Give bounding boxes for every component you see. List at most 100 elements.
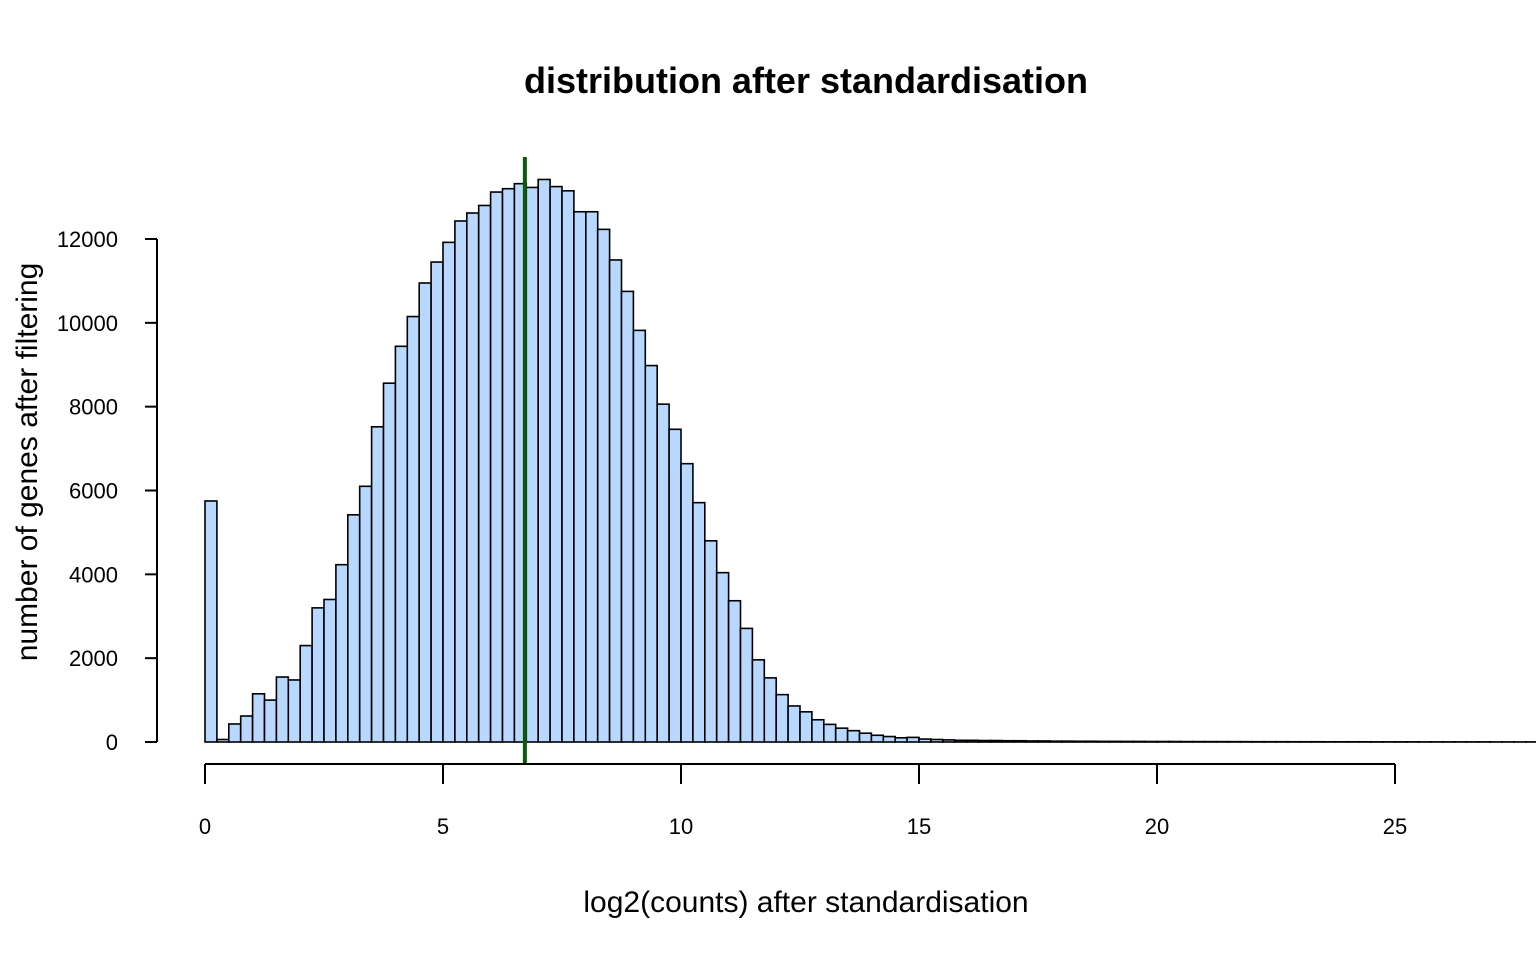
x-tick-label: 5 xyxy=(437,814,449,839)
histogram-bar xyxy=(965,739,980,743)
histogram-bar xyxy=(275,676,290,743)
histogram-bar xyxy=(561,190,575,743)
histogram-bar xyxy=(870,734,885,743)
histogram-bar xyxy=(358,485,373,743)
histogram-bar xyxy=(834,727,849,743)
histogram-bar xyxy=(346,514,361,743)
histogram-bar xyxy=(906,736,920,743)
histogram-bar xyxy=(335,563,349,743)
histogram-bar xyxy=(620,290,635,743)
histogram-bar xyxy=(525,186,539,743)
histogram-bar xyxy=(216,738,230,743)
histogram-bar xyxy=(1132,740,1146,743)
histogram-bar xyxy=(573,210,587,743)
histogram-bar xyxy=(263,699,278,743)
y-tick-label: 6000 xyxy=(69,479,118,504)
histogram-bar xyxy=(370,425,385,743)
histogram-bar xyxy=(668,428,682,743)
histogram-bar xyxy=(692,501,706,743)
histogram-bar xyxy=(656,403,670,743)
histogram-bar xyxy=(465,212,480,743)
histogram-bar xyxy=(894,737,908,743)
histogram-bar xyxy=(739,627,754,743)
histogram-bar xyxy=(287,679,301,743)
histogram-bar xyxy=(1108,740,1123,743)
histogram-bar xyxy=(537,178,551,743)
histogram-bar xyxy=(644,364,658,743)
histogram-bar xyxy=(632,329,647,743)
x-tick-label: 0 xyxy=(199,814,211,839)
histogram-bar xyxy=(454,220,468,743)
y-tick-label: 12000 xyxy=(57,227,118,252)
histogram-bar xyxy=(382,382,397,743)
histogram-bar xyxy=(1049,740,1063,743)
histogram-bar xyxy=(1120,740,1135,743)
histogram-bar xyxy=(1037,740,1051,743)
bars-layer xyxy=(204,178,1536,743)
histogram-bar xyxy=(703,539,718,743)
histogram-bar xyxy=(311,607,325,743)
x-tick-label: 15 xyxy=(907,814,931,839)
chart-title: distribution after standardisation xyxy=(524,60,1088,101)
histogram-bar xyxy=(406,315,420,743)
histogram-bar xyxy=(811,718,825,743)
histogram-bar xyxy=(418,282,432,743)
histogram-bar xyxy=(477,204,492,743)
histogram-bar xyxy=(989,739,1004,743)
x-axis: 0 5 10 15 20 25 xyxy=(199,763,1407,839)
histogram-bar xyxy=(442,241,456,743)
histogram-bar xyxy=(228,723,242,743)
histogram-bar xyxy=(1025,740,1039,743)
histogram-bar xyxy=(549,185,563,743)
histogram-bar xyxy=(1001,739,1015,743)
histogram-bar xyxy=(680,462,694,743)
histogram-bar xyxy=(394,345,409,743)
x-axis-label: log2(counts) after standardisation xyxy=(583,886,1028,919)
histogram-bar xyxy=(715,571,730,743)
histogram-bar xyxy=(584,210,599,743)
histogram-bar xyxy=(1013,739,1027,743)
histogram-bar xyxy=(1156,740,1170,743)
histogram-bar xyxy=(430,261,444,743)
y-tick-label: 0 xyxy=(106,730,118,755)
histogram-bar xyxy=(977,739,992,743)
x-tick-label: 25 xyxy=(1383,814,1407,839)
histogram-bar xyxy=(787,705,801,743)
histogram-bar xyxy=(239,715,254,743)
histogram-bar xyxy=(489,191,504,743)
histogram-bar xyxy=(775,693,789,743)
histogram-bar xyxy=(763,677,777,743)
histogram-bar xyxy=(727,599,742,743)
histogram-bar xyxy=(1084,740,1099,743)
histogram-bar xyxy=(882,735,896,743)
histogram-bar xyxy=(799,711,813,743)
y-tick-label: 10000 xyxy=(57,311,118,336)
histogram-bar xyxy=(941,739,956,743)
histogram-bar xyxy=(1072,740,1087,743)
y-tick-label: 4000 xyxy=(69,562,118,587)
y-tick-label: 8000 xyxy=(69,395,118,420)
histogram-bar xyxy=(930,738,944,743)
histogram-bar xyxy=(501,187,516,743)
histogram-bar xyxy=(751,659,766,743)
y-axis: 0 2000 4000 6000 8000 10000 12000 xyxy=(57,227,158,755)
y-axis-label: number of genes after filtering xyxy=(11,263,44,662)
histogram-bar xyxy=(1061,740,1075,743)
x-tick-label: 20 xyxy=(1145,814,1169,839)
histogram-bar xyxy=(323,598,337,743)
histogram-bar xyxy=(822,723,837,743)
histogram-bar xyxy=(1168,740,1182,743)
histogram-bar xyxy=(1096,740,1111,743)
histogram-bar xyxy=(1144,740,1158,743)
histogram-bar xyxy=(846,729,861,743)
histogram-bar xyxy=(858,732,873,743)
histogram-bar xyxy=(608,259,623,743)
histogram-bar xyxy=(299,644,313,743)
y-tick-label: 2000 xyxy=(69,646,118,671)
histogram-bar xyxy=(596,228,611,743)
histogram-bar xyxy=(251,692,266,743)
x-tick-label: 10 xyxy=(669,814,693,839)
histogram-bar xyxy=(204,500,218,743)
